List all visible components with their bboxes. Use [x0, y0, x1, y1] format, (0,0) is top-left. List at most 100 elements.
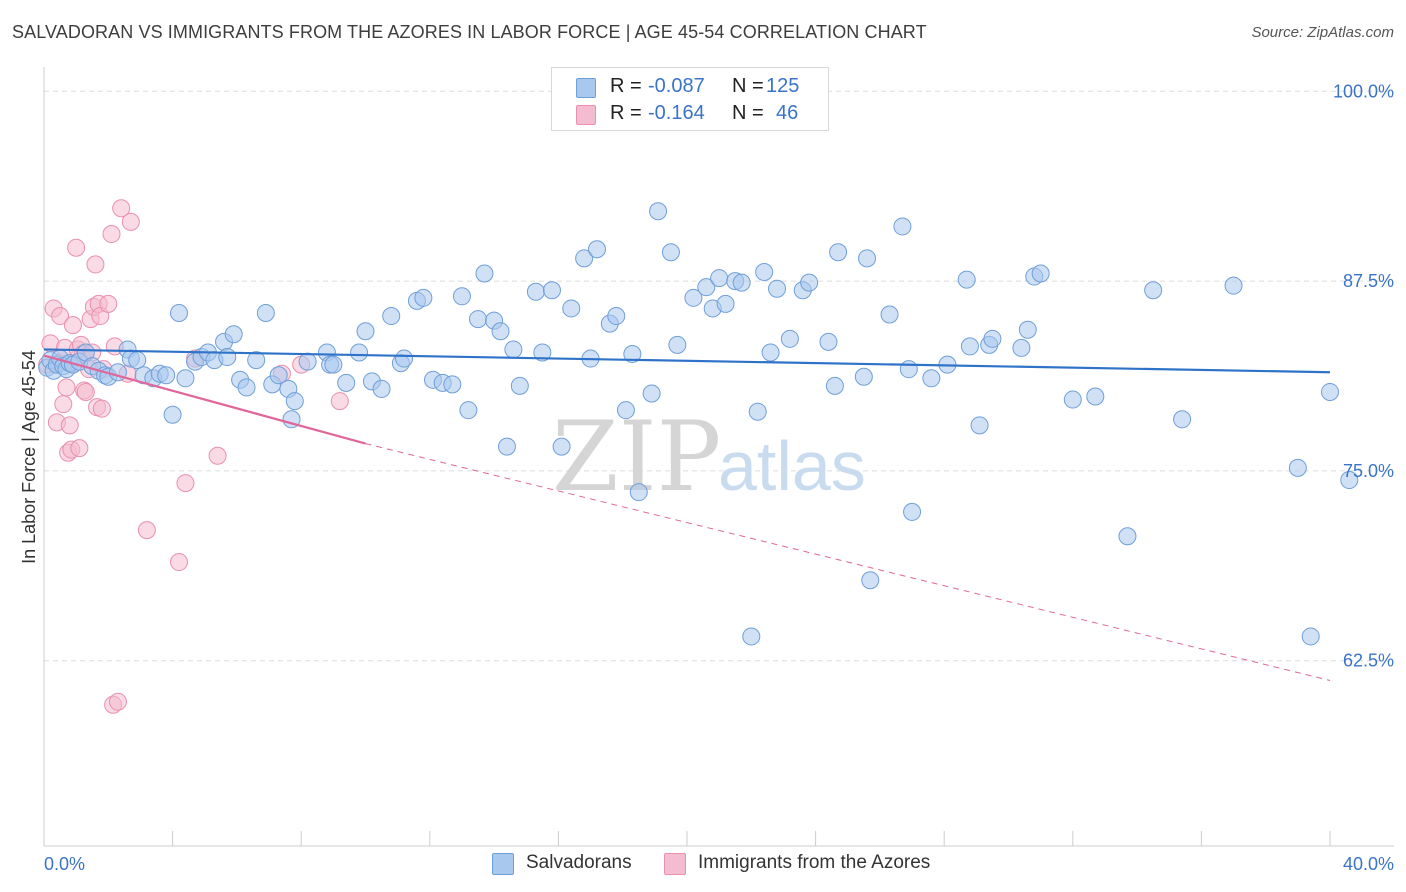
x-tick-label-min: 0.0%	[44, 854, 85, 874]
azores-point	[58, 379, 75, 396]
salvadoran-point	[505, 341, 522, 358]
legend-n-label: N =	[732, 75, 764, 98]
salvadoran-point	[164, 406, 181, 423]
x-ticks	[44, 831, 1330, 846]
salvadoran-point	[958, 271, 975, 288]
salvadoran-point	[1289, 459, 1306, 476]
x-tick-label-max: 40.0%	[1343, 854, 1394, 874]
salvadoran-point	[527, 283, 544, 300]
azores-point	[331, 393, 348, 410]
y-tick-label: 87.5%	[1343, 271, 1394, 291]
salvadoran-point	[453, 288, 470, 305]
y-tick-label: 62.5%	[1343, 651, 1394, 671]
salvadoran-point	[717, 295, 734, 312]
salvadoran-point	[177, 370, 194, 387]
azores-point	[109, 693, 126, 710]
bottom-legend-swatch-pink	[664, 853, 686, 875]
salvadoran-point	[894, 218, 911, 235]
salvadoran-point	[219, 349, 236, 366]
salvadoran-point	[476, 265, 493, 282]
salvadoran-point	[608, 308, 625, 325]
salvadoran-point	[1019, 321, 1036, 338]
legend-n-label: N =	[732, 102, 764, 125]
salvadoran-point	[543, 282, 560, 299]
salvadoran-point	[325, 356, 342, 373]
azores-point	[103, 226, 120, 243]
y-axis-title: In Labor Force | Age 45-54	[19, 350, 39, 564]
salvadoran-point	[643, 385, 660, 402]
salvadoran-point	[299, 353, 316, 370]
bottom-legend-swatch-blue	[492, 853, 514, 875]
salvadoran-point	[630, 484, 647, 501]
y-tick-labels: 100.0%87.5%75.0%62.5%	[1333, 81, 1394, 670]
salvadoran-point	[826, 377, 843, 394]
salvadoran-point	[373, 380, 390, 397]
salvadoran-point	[650, 203, 667, 220]
salvadoran-point	[820, 333, 837, 350]
salvadoran-point	[881, 306, 898, 323]
legend-swatch-pink	[576, 105, 596, 125]
salvadoran-point	[286, 393, 303, 410]
bottom-legend-label: Immigrants from the Azores	[698, 852, 930, 874]
salvadoran-point	[756, 264, 773, 281]
salvadoran-point	[900, 361, 917, 378]
salvadoran-point	[460, 402, 477, 419]
salvadoran-point	[859, 250, 876, 267]
legend-r-label: R =	[610, 102, 642, 125]
azores-point	[77, 383, 94, 400]
salvadoran-point	[158, 367, 175, 384]
y-tick-label: 100.0%	[1333, 81, 1394, 101]
salvadoran-point	[904, 503, 921, 520]
salvadoran-point	[749, 403, 766, 420]
azores-point	[171, 554, 188, 571]
watermark: ZIP atlas	[552, 401, 866, 513]
salvadoran-point	[238, 379, 255, 396]
salvadoran-point	[617, 402, 634, 419]
azores-point	[71, 440, 88, 457]
salvadoran-point	[1225, 277, 1242, 294]
salvadoran-point	[225, 326, 242, 343]
azores-point	[209, 447, 226, 464]
azores-point	[87, 256, 104, 273]
legend-n-value: 46	[776, 102, 798, 125]
azores-point	[68, 239, 85, 256]
bottom-legend-label: Salvadorans	[526, 852, 632, 874]
salvadoran-point	[769, 280, 786, 297]
legend-r-label: R =	[610, 75, 642, 98]
salvadoran-point	[1064, 391, 1081, 408]
legend-swatch-blue	[576, 78, 596, 98]
salvadoran-point	[383, 308, 400, 325]
salvadoran-point	[961, 338, 978, 355]
watermark-atlas: atlas	[718, 427, 866, 505]
salvadoran-point	[830, 244, 847, 261]
legend-n-value: 125	[766, 75, 799, 98]
salvadoran-point	[971, 417, 988, 434]
correlation-legend: R = -0.087 N = 125 R = -0.164 N = 46	[551, 67, 829, 131]
salvadoran-point	[338, 374, 355, 391]
salvadoran-point	[1145, 282, 1162, 299]
azores-point	[122, 213, 139, 230]
salvadoran-point	[257, 305, 274, 322]
salvadoran-point	[662, 244, 679, 261]
azores-point	[61, 417, 78, 434]
salvadoran-point	[563, 300, 580, 317]
salvadoran-point	[492, 323, 509, 340]
salvadoran-point	[553, 438, 570, 455]
salvadoran-point	[855, 368, 872, 385]
salvadoran-point	[801, 274, 818, 291]
legend-r-value: -0.087	[648, 75, 705, 98]
salvadoran-point	[781, 330, 798, 347]
salvadoran-point	[415, 289, 432, 306]
series-azores-points	[39, 200, 349, 714]
salvadoran-point	[1174, 411, 1191, 428]
legend-r-value: -0.164	[648, 102, 705, 125]
salvadorans-trend-line	[44, 349, 1330, 372]
salvadoran-point	[711, 270, 728, 287]
salvadoran-point	[862, 572, 879, 589]
salvadoran-point	[743, 628, 760, 645]
salvadoran-point	[511, 377, 528, 394]
azores-point	[93, 400, 110, 417]
trend-lines	[44, 349, 1330, 680]
azores-point	[100, 295, 117, 312]
salvadoran-point	[396, 350, 413, 367]
